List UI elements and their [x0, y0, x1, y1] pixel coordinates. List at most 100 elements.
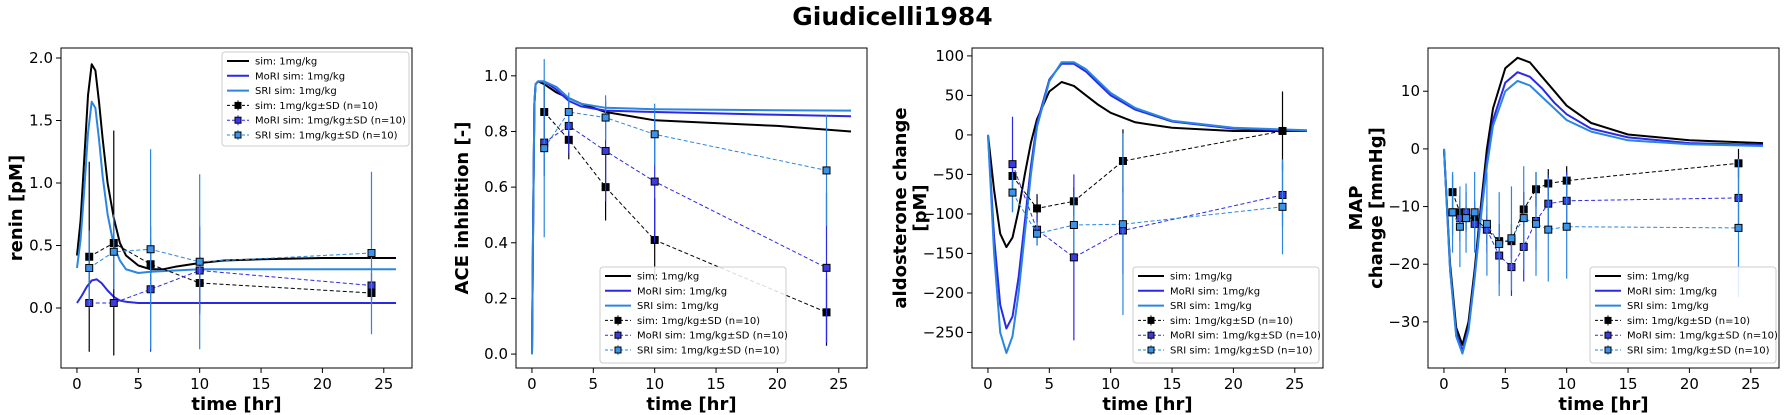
- y-tick-label: −250: [923, 323, 964, 341]
- y-axis-label: MAP: [1346, 185, 1367, 230]
- y-tick-label: −200: [923, 284, 964, 302]
- data-point: [601, 113, 610, 122]
- series-line-sri-data: [1012, 192, 1283, 235]
- x-tick-label: 5: [134, 375, 144, 393]
- data-point: [1495, 240, 1504, 249]
- y-tick-label: −30: [1388, 313, 1420, 331]
- x-tick-label: 15: [706, 375, 725, 393]
- y-tick-label: 0.2: [484, 289, 508, 307]
- x-tick-label: 20: [1680, 375, 1699, 393]
- axes-frame: [971, 47, 1324, 369]
- series-line-sim-data: [1012, 130, 1283, 209]
- axes-frame: [60, 47, 413, 369]
- data-point: [1278, 202, 1287, 211]
- x-tick-label: 5: [1501, 375, 1511, 393]
- legend-marker: [614, 346, 622, 354]
- legend-box: [221, 51, 410, 147]
- series-line-mori-data: [1012, 163, 1283, 258]
- x-tick-label: 25: [374, 375, 393, 393]
- axes-frame: [1427, 47, 1780, 369]
- y-tick-label: 50: [945, 86, 964, 104]
- data-point: [1118, 220, 1127, 229]
- data-point: [1482, 219, 1491, 228]
- y-axis-label-line2: change [mmHg]: [1366, 127, 1387, 289]
- data-point: [1455, 222, 1464, 231]
- y-tick-label: 0.0: [29, 299, 53, 317]
- legend-label: SRI sim: 1mg/kg: [1170, 301, 1252, 312]
- series-line-sri-sim: [1443, 79, 1764, 355]
- legend-label: sim: 1mg/kg: [255, 57, 317, 68]
- x-tick-label: 25: [1285, 375, 1304, 393]
- data-point: [1734, 223, 1743, 232]
- subplot-2: 0 5 10 15 20 25 0.0 0.2 0.4 0.6 0.8 1.0 time [hr] ACE…: [452, 47, 868, 415]
- legend-label: MoRI sim: 1mg/kg: [637, 286, 727, 297]
- x-tick-label: 5: [1045, 375, 1055, 393]
- data-point: [564, 108, 573, 116]
- legend-label: sim: 1mg/kg±SD (n=10): [255, 101, 378, 112]
- y-tick-label: 100: [935, 47, 964, 65]
- legend-marker: [1147, 331, 1155, 339]
- legend-marker: [234, 131, 242, 139]
- data-point: [1069, 220, 1078, 229]
- data-point: [1033, 204, 1042, 213]
- series-line-sim-data: [1452, 162, 1739, 242]
- series-line-mori-data: [543, 125, 827, 269]
- y-tick-label: −10: [1388, 198, 1420, 216]
- data-point: [650, 177, 659, 186]
- subplot-1: 0 5 10 15 20 25 0.0 0.5 1.0 1.5 2.0 time [hr] renin …: [6, 47, 413, 415]
- y-tick-label: 2.0: [29, 49, 53, 67]
- y-tick-label: 1.5: [29, 112, 53, 130]
- legend-label: MoRI sim: 1mg/kg: [1170, 286, 1260, 297]
- y-tick-label: 0.8: [484, 122, 508, 140]
- data-point: [1519, 214, 1528, 223]
- legend-marker: [1604, 316, 1612, 324]
- legend-label: sim: 1mg/kg±SD (n=10): [637, 316, 760, 327]
- legend-marker: [234, 101, 242, 109]
- legend-label: sim: 1mg/kg: [1627, 272, 1689, 283]
- data-point: [109, 299, 118, 307]
- x-axis-label: time [hr]: [646, 394, 736, 415]
- data-point: [1008, 160, 1017, 169]
- series-line-sim-sim: [1443, 56, 1764, 346]
- data-point: [1033, 229, 1042, 238]
- data-point: [146, 245, 155, 254]
- x-tick-label: 25: [1741, 375, 1760, 393]
- x-tick-label: 15: [1162, 375, 1181, 393]
- subplot-3: 0 5 10 15 20 25 −250 −200 −150 −100 −50 0 50 100 time …: [890, 47, 1324, 415]
- data-point: [367, 249, 376, 257]
- data-point: [1507, 234, 1516, 243]
- y-axis-label: aldosterone change: [890, 107, 911, 308]
- series-line-sim-sim: [987, 81, 1307, 249]
- data-point: [1278, 126, 1287, 135]
- data-point: [1470, 208, 1479, 217]
- y-tick-label: 0.0: [484, 345, 508, 363]
- plot-area: [987, 61, 1308, 354]
- x-axis-label: time [hr]: [1558, 394, 1648, 415]
- y-tick-label: −150: [923, 244, 964, 262]
- legend-label: SRI sim: 1mg/kg±SD (n=10): [637, 346, 780, 357]
- data-point: [822, 263, 831, 272]
- y-axis-label: ACE inhibition [-]: [452, 122, 473, 295]
- data-point: [195, 257, 204, 266]
- legend-label: SRI sim: 1mg/kg: [1627, 301, 1709, 312]
- legend-box: [599, 266, 787, 364]
- legend: sim: 1mg/kg MoRI sim: 1mg/kg SRI sim: 1mg/…: [221, 51, 410, 147]
- series-line-sri-sim: [987, 61, 1308, 354]
- data-point: [1532, 219, 1540, 228]
- x-tick-label: 20: [313, 375, 332, 393]
- data-point: [109, 247, 118, 256]
- legend-label: sim: 1mg/kg±SD (n=10): [1627, 316, 1750, 327]
- x-tick-label: 0: [983, 375, 993, 393]
- y-tick-label: 0: [1410, 140, 1420, 158]
- series-line-sri-sim: [531, 80, 852, 355]
- series-line-mori-sim: [76, 278, 396, 304]
- y-tick-label: 0.5: [29, 237, 53, 255]
- x-axis-label: time [hr]: [191, 394, 281, 415]
- legend-marker: [234, 116, 242, 124]
- legend-label: MoRI sim: 1mg/kg±SD (n=10): [637, 331, 788, 342]
- x-tick-label: 10: [1557, 375, 1576, 393]
- plot-area: [531, 59, 852, 355]
- y-tick-label: 1.0: [484, 67, 508, 85]
- y-tick-label: −20: [1388, 255, 1420, 273]
